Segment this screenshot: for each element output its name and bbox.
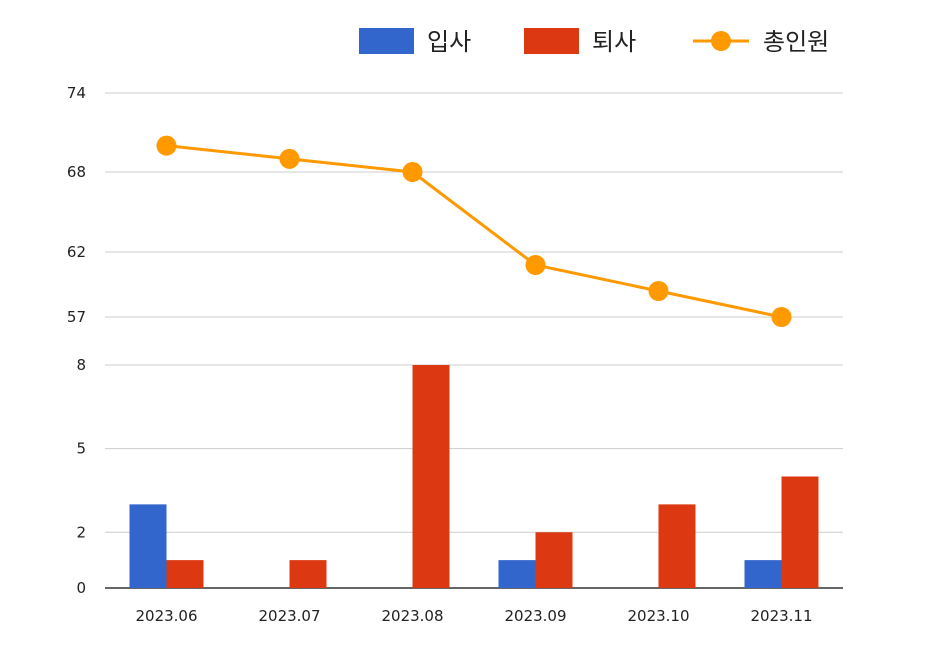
y-tick-label: 57 <box>67 308 86 326</box>
y-tick-label: 62 <box>67 243 86 261</box>
point-total <box>402 162 423 182</box>
bar-series <box>129 365 819 588</box>
legend-label-leave: 퇴사 <box>592 28 636 56</box>
y-tick-label: 74 <box>67 84 86 102</box>
x-tick-label: 2023.07 <box>258 607 320 625</box>
y-tick-label: 2 <box>76 523 86 541</box>
x-tick-label: 2023.06 <box>135 607 197 625</box>
x-tick-label: 2023.10 <box>627 607 689 625</box>
point-total <box>156 135 177 156</box>
x-tick-label: 2023.11 <box>750 607 812 625</box>
x-tick-label: 2023.09 <box>504 607 566 625</box>
bar-hire <box>498 560 536 588</box>
point-total <box>525 255 546 275</box>
legend-label-hire: 입사 <box>427 28 471 56</box>
point-total <box>279 148 300 169</box>
point-total <box>771 307 792 327</box>
y-tick-label: 8 <box>76 356 86 374</box>
line-series <box>156 135 792 327</box>
bar-leave <box>166 560 204 588</box>
bar-leave <box>289 560 327 588</box>
legend: 입사 퇴사 총인원 <box>359 28 829 56</box>
y-tick-label: 5 <box>76 440 86 458</box>
bar-leave <box>535 532 573 588</box>
legend-marker-total <box>711 31 731 51</box>
bar-hire <box>744 560 782 588</box>
bar-leave <box>412 365 450 588</box>
legend-swatch-hire <box>359 28 414 54</box>
x-axis: 2023.06 2023.07 2023.08 2023.09 2023.10 2023.… <box>135 607 812 625</box>
bar-hire <box>129 504 167 588</box>
y-tick-label: 0 <box>76 579 86 597</box>
bar-leave <box>781 476 819 588</box>
y-tick-label: 68 <box>67 163 86 181</box>
upper-panel-grid: 74 68 62 57 <box>67 84 843 326</box>
legend-label-total: 총인원 <box>763 28 829 56</box>
x-tick-label: 2023.08 <box>381 607 443 625</box>
bar-leave <box>658 504 696 588</box>
point-total <box>648 281 669 301</box>
legend-swatch-leave <box>524 28 579 54</box>
lower-panel-grid: 8 5 2 0 <box>76 356 843 597</box>
line-total <box>166 144 782 319</box>
